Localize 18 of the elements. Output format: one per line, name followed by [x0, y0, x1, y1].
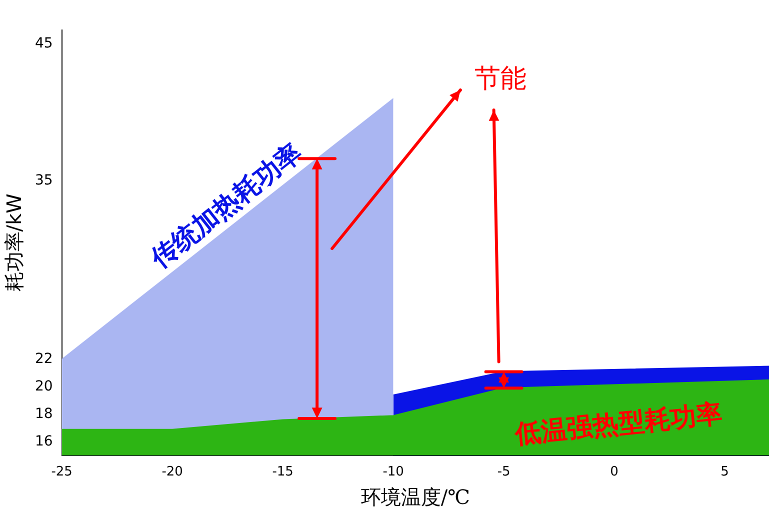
x-tick-label: -5: [497, 464, 510, 480]
y-tick-label: 18: [34, 406, 53, 422]
y-tick-label: 16: [34, 433, 53, 450]
x-axis-title: 环境温度/℃: [360, 485, 470, 510]
y-tick-label: 20: [34, 378, 53, 394]
annotation: 节能: [474, 64, 526, 94]
x-tick-label: -25: [51, 464, 72, 480]
x-tick-label: 5: [720, 464, 729, 480]
x-tick-label: -10: [382, 464, 404, 480]
x-tick-label: -15: [272, 464, 294, 480]
series-label: 低温强热型耗功率: [512, 399, 724, 450]
y-tick-label: 22: [34, 350, 53, 367]
text: 传统加热耗功率: [145, 138, 308, 275]
x-tick-label: 0: [610, 464, 618, 480]
y-tick-label: 45: [34, 35, 53, 52]
y-axis-title: 耗功率/kW: [2, 193, 26, 292]
x-tick-label: -20: [162, 464, 183, 480]
y-tick-label: 35: [34, 172, 53, 189]
